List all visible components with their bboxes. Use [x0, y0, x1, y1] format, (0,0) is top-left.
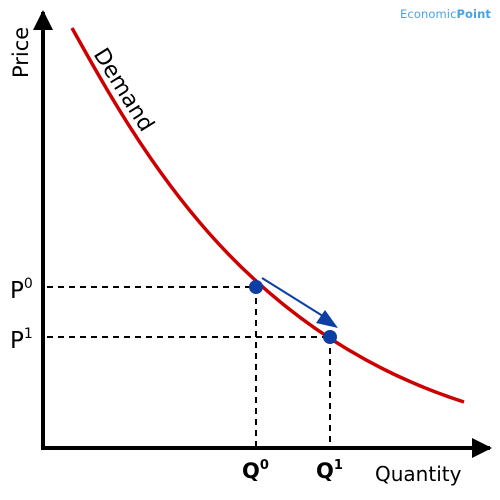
brand-prefix: Economic — [400, 7, 457, 21]
point-initial — [249, 280, 263, 294]
q0-label: Q0 — [242, 458, 269, 483]
y-axis-label: Price — [9, 27, 33, 78]
movement-arrow-shaft — [261, 277, 327, 319]
p1-label: P1 — [10, 326, 33, 354]
brand-suffix: Point — [456, 7, 491, 21]
x-axis-label: Quantity — [375, 462, 462, 486]
p0-label: P0 — [10, 276, 33, 304]
demand-curve-label: Demand — [88, 44, 159, 136]
movement-arrow-head — [316, 310, 338, 328]
brand-logo: EconomicPoint — [400, 7, 491, 21]
point-new — [323, 330, 337, 344]
demand-curve — [70, 27, 465, 404]
q1-label: Q1 — [316, 458, 343, 483]
